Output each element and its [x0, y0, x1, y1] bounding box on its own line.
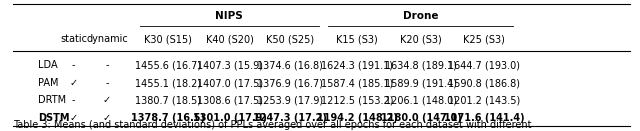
Text: ✓: ✓: [103, 113, 111, 123]
Text: 1587.4 (185.1): 1587.4 (185.1): [321, 78, 393, 88]
Text: 1378.7 (16.5): 1378.7 (16.5): [131, 113, 205, 123]
Text: DSTM: DSTM: [38, 113, 70, 123]
Text: static: static: [60, 34, 87, 44]
Text: 1455.6 (16.7): 1455.6 (16.7): [135, 61, 202, 70]
Text: K15 (S3): K15 (S3): [336, 34, 378, 44]
Text: 1455.1 (18.2): 1455.1 (18.2): [135, 78, 202, 88]
Text: Table 3: Means (and standard deviations) of PPLs averaged over all epochs for ea: Table 3: Means (and standard deviations)…: [13, 120, 531, 130]
Text: K30 (S15): K30 (S15): [145, 34, 192, 44]
Text: 1589.9 (191.4): 1589.9 (191.4): [385, 78, 457, 88]
Text: ✓: ✓: [70, 113, 77, 123]
Text: K25 (S3): K25 (S3): [463, 34, 505, 44]
Text: DRTM: DRTM: [38, 95, 67, 105]
Text: dynamic: dynamic: [86, 34, 128, 44]
Text: -: -: [105, 78, 109, 88]
Text: 1407.3 (15.9): 1407.3 (15.9): [197, 61, 264, 70]
Text: LDA: LDA: [38, 61, 58, 70]
Text: Drone: Drone: [403, 11, 438, 21]
Text: 1301.0 (17.9): 1301.0 (17.9): [193, 113, 268, 123]
Text: 1194.2 (148.2): 1194.2 (148.2): [317, 113, 397, 123]
Text: 1590.8 (186.8): 1590.8 (186.8): [448, 78, 520, 88]
Text: K20 (S3): K20 (S3): [400, 34, 442, 44]
Text: K50 (S25): K50 (S25): [266, 34, 314, 44]
Text: 1308.6 (17.5): 1308.6 (17.5): [197, 95, 264, 105]
Text: NIPS: NIPS: [215, 11, 243, 21]
Text: 1212.5 (153.2): 1212.5 (153.2): [321, 95, 394, 105]
Text: 1374.6 (16.8): 1374.6 (16.8): [257, 61, 323, 70]
Text: 1380.7 (18.5): 1380.7 (18.5): [135, 95, 202, 105]
Text: K40 (S20): K40 (S20): [207, 34, 254, 44]
Text: 1253.9 (17.9): 1253.9 (17.9): [257, 95, 323, 105]
Text: 1171.6 (141.4): 1171.6 (141.4): [444, 113, 524, 123]
Text: 1247.3 (17.2): 1247.3 (17.2): [253, 113, 327, 123]
Text: PAM: PAM: [38, 78, 59, 88]
Text: -: -: [72, 61, 76, 70]
Text: ✓: ✓: [103, 95, 111, 105]
Text: 1201.2 (143.5): 1201.2 (143.5): [448, 95, 520, 105]
Text: 1206.1 (148.0): 1206.1 (148.0): [385, 95, 457, 105]
Text: 1407.0 (17.5): 1407.0 (17.5): [197, 78, 264, 88]
Text: 1624.3 (191.1): 1624.3 (191.1): [321, 61, 393, 70]
Text: 1180.0 (147.0): 1180.0 (147.0): [381, 113, 461, 123]
Text: ✓: ✓: [70, 78, 77, 88]
Text: 1634.8 (189.1): 1634.8 (189.1): [385, 61, 457, 70]
Text: -: -: [105, 61, 109, 70]
Text: -: -: [72, 95, 76, 105]
Text: 1376.9 (16.7): 1376.9 (16.7): [257, 78, 323, 88]
Text: 1644.7 (193.0): 1644.7 (193.0): [448, 61, 520, 70]
